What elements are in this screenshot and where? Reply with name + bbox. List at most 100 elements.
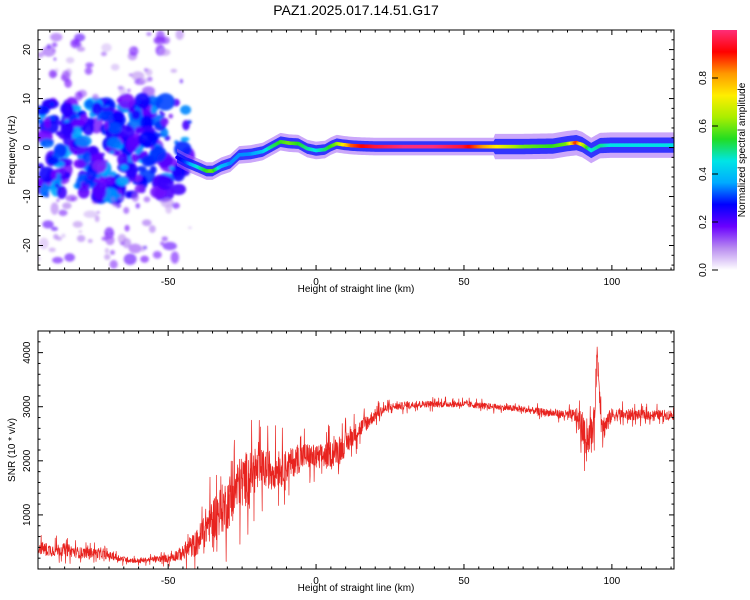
spectrogram-noise-blob (42, 45, 56, 57)
spectrogram-noise-blob (76, 235, 86, 243)
spectrogram-noise-blob (149, 145, 167, 162)
spectrogram-noise-blob (171, 202, 180, 209)
spectrogram-noise-blob (50, 226, 59, 231)
spectrogram-noise-blob (101, 236, 108, 241)
spectrogram-noise-blob (115, 173, 121, 178)
spectrogram-frame (37, 29, 675, 271)
spectrogram-noise-blob (179, 79, 184, 84)
snr-panel: -50 0 50 100 1000 2000 3000 4000 Height of str… (7, 330, 675, 594)
spectrogram-ytick-label: 0 (22, 144, 33, 150)
spectrogram-noise-blob (73, 159, 87, 169)
spectrogram-noise-blob (140, 255, 149, 263)
spectrogram-noise-blob (100, 51, 107, 57)
spectrogram-noise-blob (188, 226, 192, 229)
spectrogram-noise-blob (52, 256, 64, 264)
spectrogram-noise-blob (117, 93, 135, 109)
colorbar-tick-label: 0.2 (698, 215, 709, 229)
spectrogram-noise-blob (104, 231, 109, 236)
spectrogram-noise-blob (153, 37, 162, 44)
spectrogram-noise-blob (49, 101, 55, 107)
spectrogram-noise-blob (114, 150, 120, 156)
spectrogram-noise-blob (74, 91, 83, 101)
spectrogram-noise-blob (48, 69, 57, 79)
spectrogram-noise-blob (54, 183, 60, 188)
snr-ytick-label: 1000 (22, 503, 33, 526)
spectrogram-noise-blob (126, 136, 138, 153)
spectrogram-noise-blob (94, 215, 100, 223)
spectrogram-noise-blob (161, 236, 168, 242)
spectrogram-noise-blob (101, 43, 112, 53)
spectrogram-noise-blob (39, 138, 54, 148)
spectrogram-noise-blob (135, 203, 141, 209)
spectrogram-noise-blob (180, 136, 190, 142)
spectrogram-noise-blob (80, 114, 88, 121)
spectrogram-noise-blob (56, 198, 60, 203)
spectrogram-noise-blob (72, 220, 83, 228)
spectrogram-ytick-label: 20 (22, 44, 33, 56)
spectrogram-noise-blob (47, 157, 59, 166)
spectrogram-y-axis-label: Frequency (Hz) (7, 116, 18, 185)
spectrogram-noise-blob (187, 120, 192, 124)
spectrogram-noise-blob (109, 250, 115, 255)
spectrogram-noise-blob (50, 202, 59, 215)
spectrogram-noise-blob (66, 121, 72, 129)
snr-y-ticks: 1000 2000 3000 4000 (22, 330, 674, 570)
spectrogram-noise-blob (87, 175, 92, 180)
spectrogram-noise-blob (159, 48, 171, 56)
spectrogram-noise-blob (125, 190, 132, 199)
colorbar-tick-label: 0.4 (698, 167, 709, 181)
spectrogram-xtick-label: 100 (604, 277, 621, 288)
spectrogram-noise-blob (91, 102, 103, 115)
spectrogram-noise-blob (84, 67, 93, 75)
spectrogram-noise-blob (148, 225, 156, 233)
spectrogram-noise-blob (131, 71, 145, 81)
snr-y-axis-label: SNR (10 * v/v) (7, 418, 18, 482)
snr-ytick-label: 4000 (22, 341, 33, 364)
spectrogram-noise-blob (104, 253, 111, 260)
spectrogram-noise-blob (115, 203, 122, 209)
spectrogram-noise-blob (122, 238, 132, 249)
colorbar-ticks: 0.0 0.2 0.4 0.6 0.8 (698, 71, 718, 277)
spectrogram-noise-blob (165, 203, 173, 214)
spectrogram-ridge-layer (175, 129, 674, 180)
spectrogram-noise-blob (131, 192, 139, 202)
spectrogram-ytick-label: -10 (22, 189, 33, 204)
spectrogram-noise-blob (42, 220, 54, 229)
spectrogram-noise-blob (70, 38, 81, 49)
spectrogram-noise-blob (175, 30, 184, 40)
spectrogram-noise-blob (109, 259, 118, 269)
spectrogram-noise-blob (141, 154, 155, 167)
spectrogram-noise-blob (125, 162, 138, 179)
spectrogram-noise-blob (162, 241, 177, 251)
spectrogram-noise-blob (128, 243, 142, 254)
spectrogram-noise-blob (59, 175, 66, 180)
spectrogram-noise-blob (147, 76, 153, 82)
spectrogram-noise-blob (104, 247, 110, 254)
spectrogram-noise-blob (53, 57, 57, 61)
spectrogram-x-axis-label: Height of straight line (km) (298, 284, 415, 295)
spectrogram-noise-blob (117, 153, 129, 167)
spectrogram-noise-blob (128, 46, 139, 56)
colorbar-label: Normalized spectral amplitude (737, 82, 748, 217)
spectrogram-noise-blob (93, 182, 107, 201)
spectrogram-y-ticks: -20 -10 0 10 20 (22, 29, 674, 266)
spectrogram-ytick-label: -20 (22, 238, 33, 253)
spectrogram-noise-blob (123, 253, 137, 265)
snr-ytick-label: 3000 (22, 395, 33, 418)
spectrogram-noise-blob (64, 78, 72, 88)
spectrogram-noise-blob (38, 166, 56, 183)
spectrogram-noise-blob (96, 117, 101, 121)
spectrogram-noise-blob (131, 109, 141, 120)
spectrogram-noise-blob (86, 117, 95, 126)
spectrogram-noise-layer (38, 30, 195, 269)
snr-plot-area (38, 346, 674, 569)
snr-xtick-label: 50 (458, 576, 470, 587)
snr-xtick-label: 100 (604, 576, 621, 587)
spectrogram-noise-blob (64, 118, 70, 123)
snr-xtick-label: 0 (313, 576, 319, 587)
spectrogram-noise-blob (51, 42, 58, 48)
spectrogram-noise-blob (171, 183, 187, 196)
snr-x-axis-label: Height of straight line (km) (298, 583, 415, 594)
snr-ytick-label: 2000 (22, 449, 33, 472)
